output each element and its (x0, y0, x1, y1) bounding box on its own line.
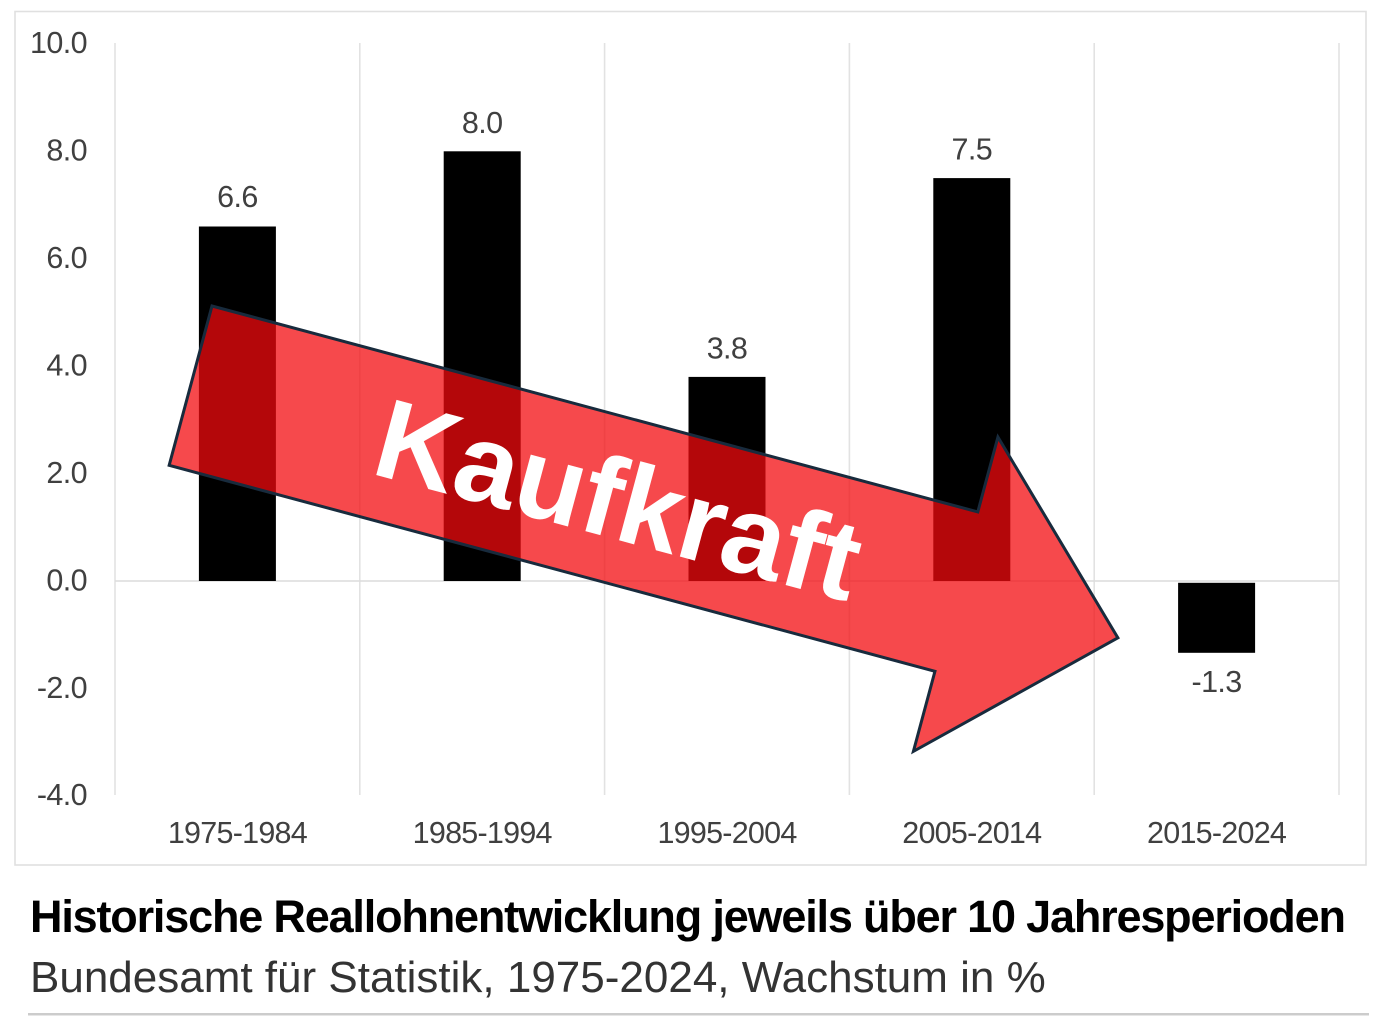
svg-text:8.0: 8.0 (462, 106, 503, 140)
svg-text:6.0: 6.0 (46, 241, 87, 275)
svg-text:8.0: 8.0 (46, 134, 87, 168)
svg-text:7.5: 7.5 (951, 133, 992, 167)
svg-text:2015-2024: 2015-2024 (1147, 816, 1287, 850)
svg-text:Historische Reallohnentwicklun: Historische Reallohnentwicklung jeweils … (30, 891, 1345, 942)
svg-text:-2.0: -2.0 (37, 671, 87, 705)
svg-text:1985-1994: 1985-1994 (413, 816, 553, 850)
svg-text:6.6: 6.6 (217, 180, 258, 214)
svg-text:3.8: 3.8 (707, 331, 748, 365)
svg-text:1975-1984: 1975-1984 (168, 816, 308, 850)
svg-text:1995-2004: 1995-2004 (657, 816, 797, 850)
svg-text:10.0: 10.0 (30, 26, 87, 60)
svg-text:-4.0: -4.0 (37, 778, 87, 812)
svg-text:4.0: 4.0 (46, 349, 87, 383)
svg-text:2.0: 2.0 (46, 456, 87, 490)
svg-text:Bundesamt für Statistik, 1975-: Bundesamt für Statistik, 1975-2024, Wach… (30, 953, 1046, 1002)
svg-text:-1.3: -1.3 (1192, 665, 1242, 699)
svg-text:0.0: 0.0 (46, 563, 87, 597)
svg-text:2005-2014: 2005-2014 (902, 816, 1042, 850)
